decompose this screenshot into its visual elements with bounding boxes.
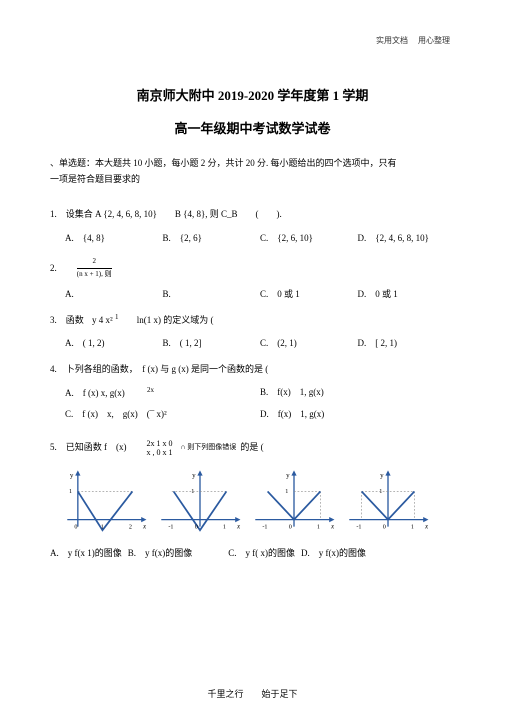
page: 实用文档 用心整理 南京师大附中 2019-2020 学年度第 1 学期 高一年… (0, 0, 505, 714)
q5-opt-c: C. y f( x)的图像 (228, 546, 295, 561)
question-2: 2. 2 (n x + 1), 则 A. B. C. 0 或 1 D. 0 或 … (50, 256, 455, 302)
q1-opt-b: B. {2, 6} (163, 231, 261, 246)
svg-text:1: 1 (285, 489, 288, 495)
q5-mid: ∩ 则下列图像错误 (181, 442, 237, 454)
q3-opt-a: A. ( 1, 2) (65, 336, 163, 351)
q2-frac-bot: (n x + 1), 则 (77, 270, 112, 278)
q3-expr2: ln(1 x) 的定义域为 ( (137, 315, 214, 325)
q4-text: 4. 卜列各组的函数， f (x) 与 g (x) 是同一个函数的是 ( (50, 362, 455, 377)
graph-b: y x 1 -1 0 1 (156, 466, 244, 538)
question-1: 1. 设集合 A {2, 4, 6, 8, 10} B {4, 8}, 则 C_… (50, 207, 455, 246)
q1-opt-d: D. {2, 4, 6, 8, 10} (358, 231, 456, 246)
q4-opt-b: B. f(x) 1, g(x) (260, 385, 455, 401)
q1-text: 1. 设集合 A {2, 4, 6, 8, 10} B {4, 8}, 则 C_… (50, 207, 455, 222)
title-main: 南京师大附中 2019-2020 学年度第 1 学期 (50, 85, 455, 104)
svg-text:x: x (330, 522, 335, 530)
header-right: 实用文档 用心整理 (376, 35, 450, 46)
svg-text:y: y (70, 471, 74, 479)
q2-opt-b: B. (163, 287, 261, 302)
graph-d: y x 1 -1 0 1 (344, 466, 432, 538)
q4-opt-a: A. f (x) x, g(x) 2x (65, 385, 260, 401)
q2-frac-top: 2 (92, 257, 96, 265)
q2-num: 2. (50, 261, 57, 276)
svg-text:-1: -1 (168, 524, 173, 530)
q3-opt-d: D. [ 2, 1) (358, 336, 456, 351)
graph-c: y x 1 -1 0 1 (250, 466, 338, 538)
graph-a: y x 1 0 1 2 (62, 466, 150, 538)
graph-row: y x 1 0 1 2 y x 1 -1 0 1 (62, 466, 455, 538)
svg-text:x: x (424, 522, 429, 530)
svg-text:1: 1 (223, 524, 226, 530)
question-3: 3. 函数 y 4 x² 1 ln(1 x) 的定义域为 ( A. ( 1, 2… (50, 312, 455, 352)
instruction-line1: 、单选题：本大题共 10 小题，每小题 2 分，共计 20 分. 每小题给出的四… (50, 158, 397, 168)
svg-text:x: x (142, 522, 147, 530)
q1-opt-c: C. {2, 6, 10} (260, 231, 358, 246)
q2-opt-d: D. 0 或 1 (358, 287, 456, 302)
q3-options: A. ( 1, 2) B. ( 1, 2] C. (2, 1) D. [ 2, … (50, 336, 455, 351)
q5-opt-b: B. y f(x)的图像 (128, 546, 193, 561)
svg-text:0: 0 (383, 524, 386, 530)
q4-opt-c: C. f (x) x, g(x) (¯ x)² (65, 407, 260, 422)
question-4: 4. 卜列各组的函数， f (x) 与 g (x) 是同一个函数的是 ( A. … (50, 362, 455, 429)
q2-options: A. B. C. 0 或 1 D. 0 或 1 (50, 287, 455, 302)
q5-options: A. y f(x 1)的图像 B. y f(x)的图像 C. y f( x)的图… (50, 546, 455, 561)
q5-text: 5. 已知函数 f (x) 2x 1 x 0 x , 0 x 1 ∩ 则下列图像… (50, 439, 455, 458)
title-sub: 高一年级期中考试数学试卷 (50, 118, 455, 137)
q3-opt-c: C. (2, 1) (260, 336, 358, 351)
q3-text: 3. 函数 y 4 x² 1 ln(1 x) 的定义域为 ( (50, 312, 455, 328)
svg-text:y: y (380, 471, 384, 479)
q3-expr: y 4 x² (92, 315, 113, 325)
svg-text:1: 1 (317, 524, 320, 530)
q4-a-sup: 2x (147, 386, 154, 394)
q3-label: 3. 函数 (50, 315, 84, 325)
header-label-2: 用心整理 (418, 36, 450, 45)
q5-piece2: x , 0 x 1 (147, 448, 173, 457)
svg-text:0: 0 (195, 524, 198, 530)
q1-options: A. {4, 8} B. {2, 6} C. {2, 6, 10} D. {2,… (50, 231, 455, 246)
q1-opt-a: A. {4, 8} (65, 231, 163, 246)
q5-opt-a: A. y f(x 1)的图像 (50, 546, 122, 561)
svg-text:1: 1 (379, 489, 382, 495)
svg-text:x: x (236, 522, 241, 530)
footer: 千里之行 始于足下 (0, 687, 505, 700)
question-5: 5. 已知函数 f (x) 2x 1 x 0 x , 0 x 1 ∩ 则下列图像… (50, 439, 455, 561)
svg-text:1: 1 (101, 524, 104, 530)
svg-text:1: 1 (411, 524, 414, 530)
q2-opt-a: A. (65, 287, 163, 302)
svg-text:0: 0 (74, 524, 77, 530)
q2-opt-c: C. 0 或 1 (260, 287, 358, 302)
q5-piecewise: 2x 1 x 0 x , 0 x 1 (147, 439, 173, 458)
q4-a-text: A. f (x) x, g(x) (65, 388, 125, 398)
instruction-line2: 一项是符合题目要求的 (50, 174, 140, 184)
section-instruction: 、单选题：本大题共 10 小题，每小题 2 分，共计 20 分. 每小题给出的四… (50, 155, 455, 187)
q3-opt-b: B. ( 1, 2] (163, 336, 261, 351)
svg-text:y: y (192, 471, 196, 479)
q3-sup: 1 (115, 313, 119, 321)
svg-text:2: 2 (129, 524, 132, 530)
svg-text:-1: -1 (262, 524, 267, 530)
svg-text:0: 0 (289, 524, 292, 530)
q4-options: A. f (x) x, g(x) 2x B. f(x) 1, g(x) C. f… (50, 385, 455, 429)
q5-tail: 的是 ( (240, 440, 263, 455)
svg-text:-1: -1 (356, 524, 361, 530)
svg-text:y: y (286, 471, 290, 479)
q2-fraction: 2 (n x + 1), 则 (77, 256, 112, 281)
q5-piece1: 2x 1 x 0 (147, 439, 173, 448)
q4-opt-d: D. f(x) 1, g(x) (260, 407, 455, 422)
q5-label: 5. 已知函数 f (x) (50, 440, 127, 455)
q5-opt-d: D. y f(x)的图像 (301, 546, 366, 561)
svg-text:1: 1 (191, 489, 194, 495)
header-label-1: 实用文档 (376, 36, 408, 45)
svg-text:1: 1 (69, 489, 72, 495)
